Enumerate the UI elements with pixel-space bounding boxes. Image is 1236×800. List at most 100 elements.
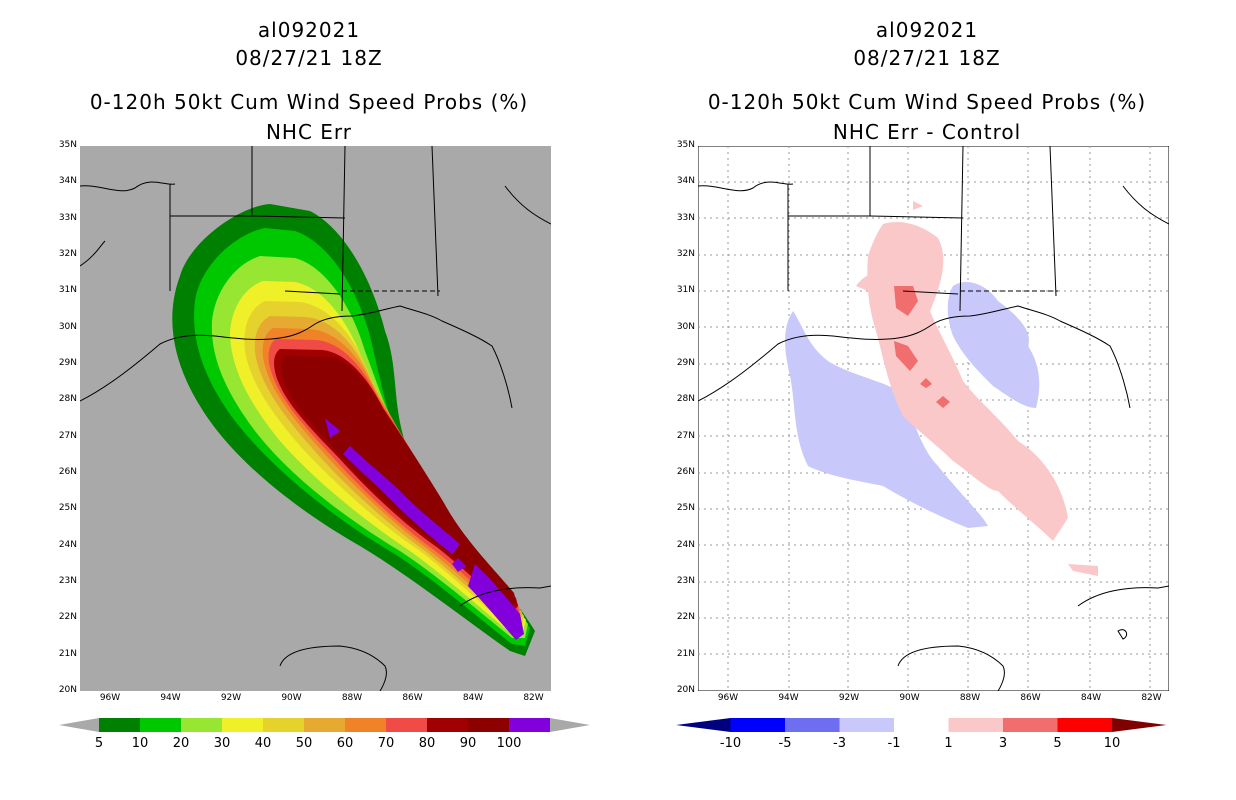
lat-label: 20N bbox=[676, 685, 695, 695]
colorbar-label: 90 bbox=[459, 736, 477, 751]
lat-label: 29N bbox=[676, 358, 695, 368]
lat-label: 22N bbox=[676, 612, 695, 623]
colorbar-label: 3 bbox=[998, 736, 1008, 751]
colorbar-label: 50 bbox=[295, 736, 313, 751]
colorbar-label: 20 bbox=[172, 736, 190, 751]
colorbar-label: -10 bbox=[719, 736, 742, 751]
lat-label: 30N bbox=[676, 321, 695, 332]
colorbar-left-triangle bbox=[59, 718, 99, 732]
colorbar-label: 100 bbox=[496, 736, 522, 751]
lon-label: 90W bbox=[899, 693, 920, 703]
lat-label: 23N bbox=[676, 576, 695, 586]
colorbar-swatch bbox=[839, 718, 894, 732]
lat-label: 32N bbox=[58, 249, 77, 259]
lat-label: 25N bbox=[676, 503, 695, 514]
lat-label: 21N bbox=[676, 648, 695, 659]
lon-label: 86W bbox=[1020, 693, 1041, 703]
lat-label: 28N bbox=[676, 394, 695, 405]
left-panel: al092021 08/27/21 18Z 0-120h 50kt Cum Wi… bbox=[58, 18, 590, 751]
lat-label: 25N bbox=[58, 503, 77, 514]
left-subtitle: NHC Err bbox=[265, 120, 353, 144]
right-panel: al092021 08/27/21 18Z 0-120h 50kt Cum Wi… bbox=[618, 0, 1236, 800]
left-title-id: al092021 bbox=[257, 18, 361, 42]
colorbar-swatch bbox=[509, 718, 550, 732]
lat-label: 33N bbox=[676, 212, 695, 223]
colorbar-swatch bbox=[785, 718, 840, 732]
colorbar-label: 70 bbox=[377, 736, 395, 751]
colorbar-right-triangle bbox=[550, 718, 590, 732]
lat-label: 31N bbox=[58, 285, 77, 296]
colorbar-swatch bbox=[222, 718, 263, 732]
right-title-time: 08/27/21 18Z bbox=[853, 46, 1001, 70]
lat-label: 24N bbox=[58, 539, 77, 550]
colorbar-swatch bbox=[345, 718, 386, 732]
lat-label: 28N bbox=[58, 394, 77, 405]
lat-label: 29N bbox=[58, 358, 77, 368]
right-title-product: 0-120h 50kt Cum Wind Speed Probs (%) bbox=[707, 90, 1147, 114]
right-colorbar bbox=[676, 718, 1167, 732]
lat-label: 27N bbox=[676, 430, 695, 441]
lon-label: 96W bbox=[717, 693, 739, 703]
lon-label: 84W bbox=[1080, 693, 1102, 703]
colorbar-label: -1 bbox=[887, 736, 901, 751]
colorbar-label: 80 bbox=[418, 736, 436, 751]
colorbar-swatch bbox=[1057, 718, 1112, 732]
colorbar-swatch bbox=[730, 718, 785, 732]
colorbar-label: -3 bbox=[833, 736, 846, 751]
colorbar-swatch bbox=[468, 718, 509, 732]
colorbar-label: 30 bbox=[213, 736, 231, 751]
colorbar-swatch bbox=[894, 718, 949, 732]
lat-label: 24N bbox=[676, 539, 695, 550]
left-title-product: 0-120h 50kt Cum Wind Speed Probs (%) bbox=[89, 90, 529, 114]
lat-label: 23N bbox=[58, 576, 77, 586]
colorbar-label: 5 bbox=[1053, 736, 1062, 751]
lat-label: 20N bbox=[58, 685, 77, 695]
colorbar-label: 5 bbox=[94, 736, 104, 751]
colorbar-swatch bbox=[304, 718, 345, 732]
lon-label: 88W bbox=[341, 693, 363, 703]
lat-label: 33N bbox=[58, 212, 77, 223]
colorbar-swatch bbox=[386, 718, 427, 732]
colorbar-swatch bbox=[948, 718, 1003, 732]
lat-label: 21N bbox=[58, 648, 77, 659]
lon-label: 96W bbox=[99, 693, 121, 703]
lon-label: 82W bbox=[1141, 693, 1162, 703]
lat-label: 34N bbox=[676, 176, 695, 187]
colorbar-swatch bbox=[427, 718, 468, 732]
right-title-id: al092021 bbox=[875, 18, 979, 42]
lon-label: 92W bbox=[838, 693, 860, 703]
lon-label: 84W bbox=[462, 693, 484, 703]
lat-label: 26N bbox=[676, 467, 695, 477]
colorbar-swatch bbox=[99, 718, 140, 732]
lat-label: 31N bbox=[676, 285, 695, 296]
lat-label: 34N bbox=[58, 176, 77, 187]
colorbar-label: 10 bbox=[1103, 736, 1121, 751]
lon-label: 92W bbox=[220, 693, 242, 703]
colorbar-label: -5 bbox=[778, 736, 792, 751]
lon-label: 86W bbox=[402, 693, 423, 703]
colorbar-label: 10 bbox=[131, 736, 149, 751]
colorbar-swatch bbox=[181, 718, 222, 732]
lat-label: 35N bbox=[58, 140, 77, 150]
colorbar-swatch bbox=[1003, 718, 1058, 732]
lon-label: 94W bbox=[778, 693, 799, 703]
lat-label: 30N bbox=[58, 321, 77, 332]
colorbar-swatch bbox=[263, 718, 304, 732]
colorbar-swatch bbox=[140, 718, 181, 732]
right-difference-map bbox=[698, 146, 1169, 691]
lat-label: 27N bbox=[58, 430, 77, 441]
lon-label: 88W bbox=[959, 693, 981, 703]
colorbar-swatch bbox=[676, 718, 731, 732]
left-colorbar bbox=[59, 718, 590, 732]
left-title-time: 08/27/21 18Z bbox=[235, 46, 383, 70]
colorbar-label: 1 bbox=[944, 736, 953, 751]
lon-label: 90W bbox=[281, 693, 302, 703]
lat-label: 35N bbox=[676, 140, 695, 150]
colorbar-label: 60 bbox=[336, 736, 354, 751]
lat-label: 32N bbox=[676, 249, 695, 259]
colorbar-swatch bbox=[1112, 718, 1167, 732]
lat-label: 26N bbox=[58, 467, 77, 477]
lon-label: 94W bbox=[160, 693, 181, 703]
lat-label: 22N bbox=[58, 612, 77, 623]
right-subtitle: NHC Err - Control bbox=[832, 120, 1022, 144]
